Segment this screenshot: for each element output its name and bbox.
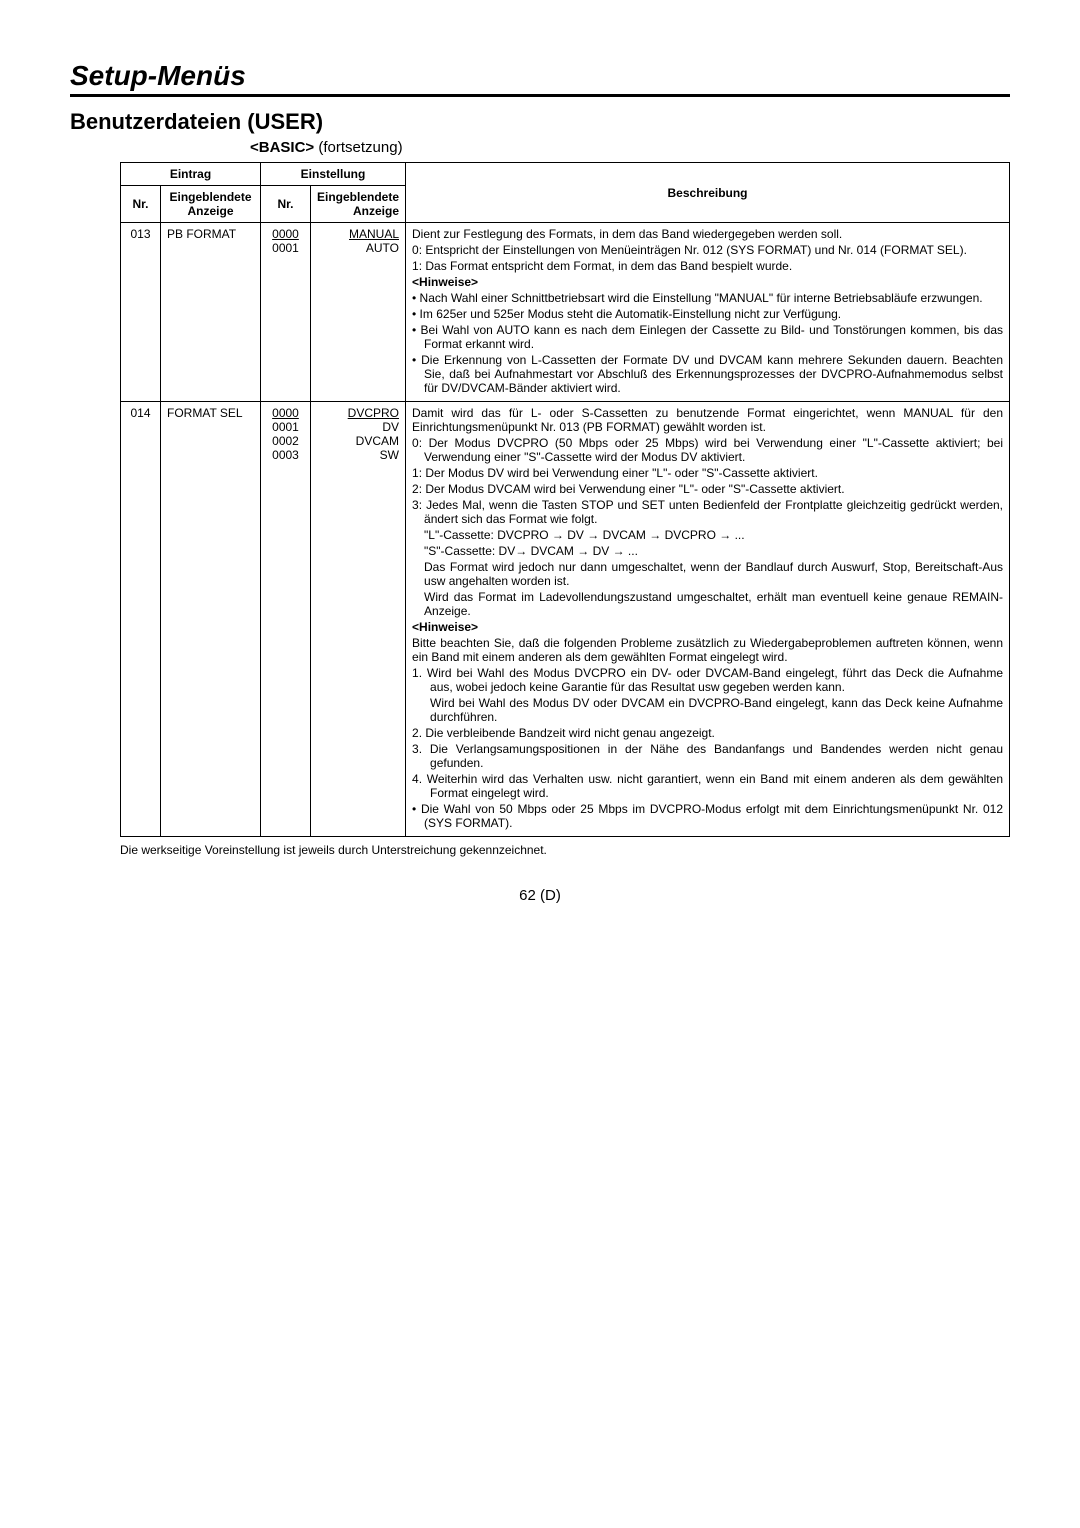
cell-setnr: 0000 0001 [261,223,311,402]
footnote: Die werkseitige Voreinstellung ist jewei… [120,843,1010,857]
desc-line: 1. Wird bei Wahl des Modus DVCPRO ein DV… [412,666,1003,694]
desc-line: "S"-Cassette: DV→ DVCAM → DV → ... [412,544,1003,558]
cell-nr: 013 [121,223,161,402]
setting-val: DVCAM [356,434,399,448]
cell-nr: 014 [121,402,161,837]
setnr-val: 0001 [272,420,299,434]
desc-line: Wird das Format im Ladevollendungszustan… [412,590,1003,618]
th-nr-2: Nr. [261,186,311,223]
desc-line: • Im 625er und 525er Modus steht die Aut… [412,307,1003,321]
section-label: <BASIC> (fortsetzung) [250,139,1010,156]
settings-table: Eintrag Einstellung Beschreibung Nr. Ein… [120,162,1010,837]
desc-line: 1: Der Modus DV wird bei Verwendung eine… [412,466,1003,480]
desc-line: • Die Wahl von 50 Mbps oder 25 Mbps im D… [412,802,1003,830]
desc-line: 0: Entspricht der Einstellungen von Menü… [412,243,1003,257]
cell-setting: MANUAL AUTO [311,223,406,402]
setnr-underline: 0000 [272,227,299,241]
th-desc: Beschreibung [406,163,1010,223]
desc-line: • Die Erkennung von L-Cassetten der Form… [412,353,1003,395]
th-nr-1: Nr. [121,186,161,223]
page-title-sub: Benutzerdateien (USER) [70,109,1010,135]
setting-val: SW [380,448,399,462]
setting-val: DV [382,420,399,434]
desc-hinweise: <Hinweise> [412,620,1003,634]
cell-desc: Dient zur Festlegung des Formats, in dem… [406,223,1010,402]
desc-line: 0: Der Modus DVCPRO (50 Mbps oder 25 Mbp… [412,436,1003,464]
setnr-val: 0002 [272,434,299,448]
desc-line: 1: Das Format entspricht dem Format, in … [412,259,1003,273]
cell-setting: DVCPRO DV DVCAM SW [311,402,406,837]
setting-underline: DVCPRO [348,406,399,420]
desc-line: 2: Der Modus DVCAM wird bei Verwendung e… [412,482,1003,496]
desc-line: Damit wird das für L- oder S-Cassetten z… [412,406,1003,434]
desc-line: Bitte beachten Sie, daß die folgenden Pr… [412,636,1003,664]
table-row: 013 PB FORMAT 0000 0001 MANUAL AUTO Dien… [121,223,1010,402]
setting-underline: MANUAL [349,227,399,241]
desc-line: 3: Jedes Mal, wenn die Tasten STOP und S… [412,498,1003,526]
table-row: 014 FORMAT SEL 0000 0001 0002 0003 DVCPR… [121,402,1010,837]
section-label-text: <BASIC> [250,139,314,156]
desc-line: Wird bei Wahl des Modus DV oder DVCAM ei… [412,696,1003,724]
setnr-val: 0003 [272,448,299,462]
cell-entry: FORMAT SEL [161,402,261,837]
page-number: 62 (D) [70,887,1010,904]
desc-line: "L"-Cassette: DVCPRO → DV → DVCAM → DVCP… [412,528,1003,542]
cell-setnr: 0000 0001 0002 0003 [261,402,311,837]
desc-line: 4. Weiterhin wird das Verhalten usw. nic… [412,772,1003,800]
desc-line: Das Format wird jedoch nur dann umgescha… [412,560,1003,588]
desc-line: • Bei Wahl von AUTO kann es nach dem Ein… [412,323,1003,351]
desc-line: Dient zur Festlegung des Formats, in dem… [412,227,1003,241]
th-disp1: Eingeblendete Anzeige [161,186,261,223]
desc-line: 2. Die verbleibende Bandzeit wird nicht … [412,726,1003,740]
th-disp2: Eingeblendete Anzeige [311,186,406,223]
cell-desc: Damit wird das für L- oder S-Cassetten z… [406,402,1010,837]
th-entry: Eintrag [121,163,261,186]
setnr-underline: 0000 [272,406,299,420]
desc-line: • Nach Wahl einer Schnittbetriebsart wir… [412,291,1003,305]
desc-line: 3. Die Verlangsamungspositionen in der N… [412,742,1003,770]
section-cont: (fortsetzung) [314,139,402,156]
table-header-row-1: Eintrag Einstellung Beschreibung [121,163,1010,186]
th-setting: Einstellung [261,163,406,186]
desc-hinweise: <Hinweise> [412,275,1003,289]
cell-entry: PB FORMAT [161,223,261,402]
setting-val: AUTO [366,241,399,255]
page-title-main: Setup-Menüs [70,60,1010,97]
setnr-val: 0001 [272,241,299,255]
